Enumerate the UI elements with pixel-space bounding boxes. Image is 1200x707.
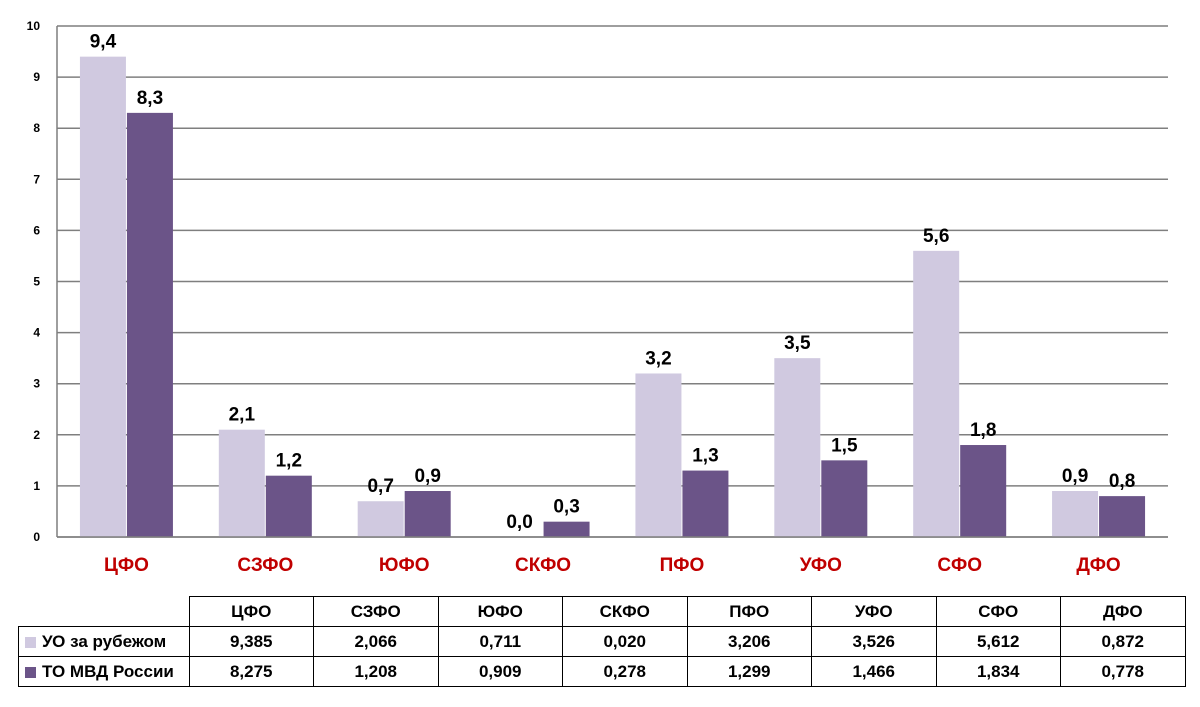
x-category-label-1: СЗФО [237, 555, 293, 576]
data-label-series-1-3: 0,3 [553, 497, 579, 518]
bar-series-1-2 [404, 491, 451, 537]
data-label-series-0-4: 3,2 [645, 348, 671, 369]
bar-series-0-5 [774, 358, 821, 537]
bar-series-1-4 [682, 470, 729, 537]
bar-series-1-5 [821, 460, 868, 537]
bar-chart: 0 1 2 3 4 5 6 7 8 9 10 9,4 8,3 ЦФО 2,1 1,2 СЗФО 0,7 0,9 ЮФО… [27, 19, 1168, 576]
y-tick-label-8: 8 [33, 121, 40, 135]
series-0-name: УО за рубежом [42, 631, 167, 651]
data-label-series-0-1: 2,1 [229, 405, 256, 426]
table-col-header-6: СФО [935, 596, 1061, 627]
x-category-label-5: УФО [800, 555, 842, 576]
y-tick-label-5: 5 [33, 275, 40, 289]
bar-series-0-4 [635, 373, 682, 537]
y-tick-label-0: 0 [33, 530, 40, 544]
table-corner [18, 596, 190, 627]
data-label-series-0-2: 0,7 [367, 476, 393, 497]
data-label-series-0-0: 9,4 [90, 32, 117, 53]
y-tick-label-1: 1 [33, 479, 40, 493]
y-tick-label-9: 9 [33, 70, 40, 84]
data-label-series-1-1: 1,2 [276, 451, 302, 472]
y-tick-label-10: 10 [27, 19, 41, 33]
table-col-header-7: ДФО [1060, 596, 1186, 627]
data-label-series-0-5: 3,5 [784, 333, 811, 354]
data-label-series-1-7: 0,8 [1109, 471, 1135, 492]
bar-series-1-6 [960, 445, 1007, 537]
table-cell-series-0-7: 0,872 [1060, 626, 1186, 657]
x-category-label-7: ДФО [1076, 555, 1120, 576]
data-label-series-1-2: 0,9 [414, 466, 440, 487]
y-tick-label-7: 7 [33, 172, 40, 186]
table-col-header-4: ПФО [686, 596, 812, 627]
legend-swatch-series-0 [25, 636, 36, 648]
table-cell-series-1-0: 8,275 [188, 656, 314, 687]
table-col-header-5: УФО [811, 596, 937, 627]
table-cell-series-0-2: 0,711 [437, 626, 563, 657]
table-cell-series-0-3: 0,020 [562, 626, 688, 657]
y-tick-label-3: 3 [33, 377, 40, 391]
bar-series-0-0 [79, 56, 126, 537]
table-row-series-0: УО за рубежом 9,385 2,066 0,711 0,020 3,206 3… [18, 626, 1186, 657]
bar-series-0-1 [218, 429, 265, 537]
table-cell-series-0-1: 2,066 [313, 626, 439, 657]
data-label-series-0-3: 0,0 [506, 512, 532, 533]
data-label-series-0-7: 0,9 [1062, 466, 1088, 487]
data-label-series-1-5: 1,5 [831, 435, 858, 456]
x-category-label-4: ПФО [660, 555, 705, 576]
x-category-label-3: СКФО [515, 555, 571, 576]
data-table: ЦФО СЗФО ЮФО СКФО ПФО УФО СФО ДФО УО за рубежом… [18, 596, 1186, 687]
y-tick-label-4: 4 [33, 326, 40, 340]
table-cell-series-0-4: 3,206 [686, 626, 812, 657]
table-cell-series-1-4: 1,299 [686, 656, 812, 687]
table-col-header-1: СЗФО [313, 596, 439, 627]
data-label-series-1-6: 1,8 [970, 420, 996, 441]
table-cell-series-1-5: 1,466 [811, 656, 937, 687]
table-header-row: ЦФО СЗФО ЮФО СКФО ПФО УФО СФО ДФО [18, 596, 1186, 627]
table-cell-series-1-1: 1,208 [313, 656, 439, 687]
x-category-label-2: ЮФО [379, 555, 430, 576]
bar-series-0-7 [1052, 491, 1099, 537]
bar-series-1-7 [1099, 496, 1146, 537]
table-cell-series-1-2: 0,909 [437, 656, 563, 687]
bar-series-0-2 [357, 501, 404, 537]
bar-series-1-1 [265, 475, 312, 537]
table-cell-series-0-6: 5,612 [935, 626, 1061, 657]
data-label-series-1-4: 1,3 [692, 446, 718, 467]
table-cell-series-1-3: 0,278 [562, 656, 688, 687]
table-cell-series-1-7: 0,778 [1060, 656, 1186, 687]
table-col-header-0: ЦФО [188, 596, 314, 627]
table-col-header-2: ЮФО [437, 596, 563, 627]
bar-series-1-0 [126, 112, 173, 538]
x-category-label-0: ЦФО [104, 555, 149, 576]
y-tick-label-6: 6 [33, 223, 40, 237]
data-label-series-0-6: 5,6 [923, 226, 949, 247]
series-1-name: ТО МВД России [42, 661, 174, 681]
bar-series-1-3 [543, 521, 590, 537]
table-col-header-3: СКФО [562, 596, 688, 627]
x-category-label-6: СФО [937, 555, 982, 576]
data-label-series-1-0: 8,3 [137, 88, 163, 109]
table-cell-series-0-5: 3,526 [811, 626, 937, 657]
y-tick-label-2: 2 [33, 428, 40, 442]
table-row-series-1: ТО МВД России 8,275 1,208 0,909 0,278 1,299 1… [18, 656, 1186, 687]
table-cell-series-1-6: 1,834 [935, 656, 1061, 687]
legend-swatch-series-1 [25, 666, 36, 678]
table-cell-series-0-0: 9,385 [188, 626, 314, 657]
bar-series-0-6 [913, 250, 960, 537]
